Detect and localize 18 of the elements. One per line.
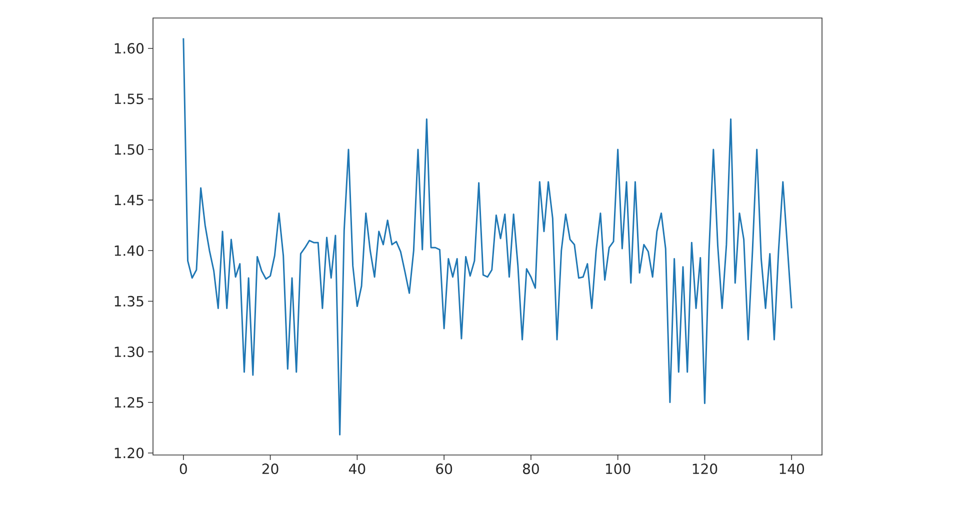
x-tick-label: 0 bbox=[180, 464, 187, 474]
x-tick-label: 140 bbox=[780, 464, 804, 474]
y-tick-label: 1.45 bbox=[114, 194, 144, 206]
y-tick-label: 1.30 bbox=[114, 346, 144, 358]
y-tick-label: 1.20 bbox=[114, 448, 144, 458]
x-tick-label: 120 bbox=[692, 464, 718, 474]
x-tick-label: 20 bbox=[262, 464, 278, 474]
y-tick-label: 1.55 bbox=[114, 94, 144, 104]
x-tick-label: 80 bbox=[522, 464, 539, 474]
y-tick-label: 1.40 bbox=[114, 245, 144, 256]
x-tick-label: 40 bbox=[348, 464, 366, 474]
x-tick-label: 100 bbox=[606, 464, 630, 474]
y-tick-label: 1.60 bbox=[114, 43, 144, 54]
x-tick-label: 60 bbox=[436, 464, 452, 474]
line-series bbox=[182, 37, 792, 436]
y-tick-label: 1.35 bbox=[114, 296, 144, 307]
y-tick-label: 1.50 bbox=[114, 144, 144, 155]
y-tick-label: 1.25 bbox=[114, 397, 144, 408]
